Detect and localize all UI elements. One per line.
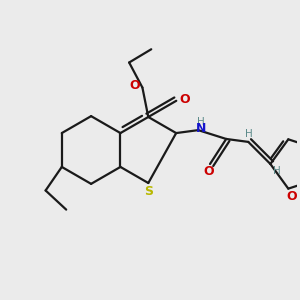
Text: H: H: [273, 166, 281, 176]
Text: O: O: [286, 190, 296, 203]
Text: N: N: [196, 122, 206, 135]
Text: O: O: [130, 79, 140, 92]
Text: H: H: [245, 129, 253, 139]
Text: H: H: [197, 117, 205, 127]
Text: S: S: [144, 185, 153, 198]
Text: O: O: [203, 165, 214, 178]
Text: O: O: [179, 93, 190, 106]
